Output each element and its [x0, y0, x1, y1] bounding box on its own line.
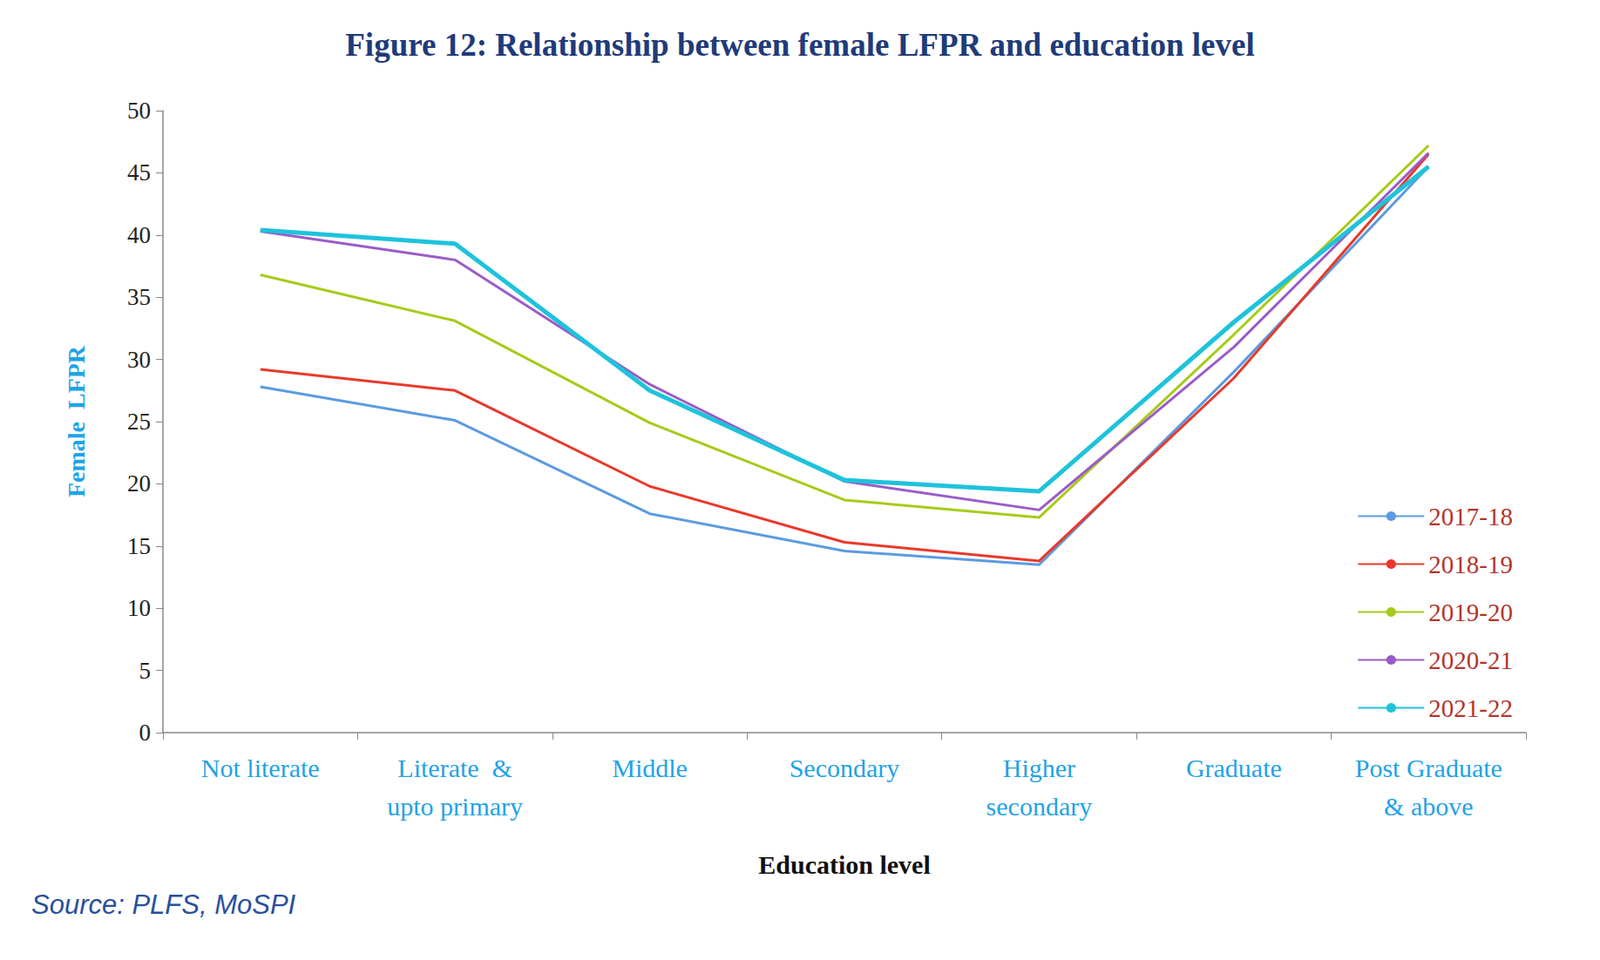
svg-text:2021-22: 2021-22: [1428, 694, 1513, 723]
svg-text:upto primary: upto primary: [386, 792, 523, 821]
svg-text:Figure 12: Relationship betwee: Figure 12: Relationship between female L…: [345, 27, 1255, 63]
svg-text:Secondary: Secondary: [789, 753, 901, 783]
svg-text:Literate &: Literate &: [397, 753, 513, 783]
svg-text:2017-18: 2017-18: [1428, 502, 1513, 531]
svg-text:5: 5: [139, 657, 152, 685]
svg-text:Education level: Education level: [758, 850, 931, 880]
svg-text:15: 15: [127, 533, 151, 560]
svg-text:Graduate: Graduate: [1186, 753, 1282, 783]
svg-text:& above: & above: [1383, 792, 1473, 821]
svg-text:30: 30: [127, 346, 151, 373]
svg-text:2019-20: 2019-20: [1428, 598, 1513, 627]
svg-text:45: 45: [127, 159, 151, 186]
svg-text:40: 40: [127, 222, 151, 249]
svg-text:20: 20: [127, 470, 151, 497]
svg-text:secondary: secondary: [986, 792, 1093, 821]
svg-text:50: 50: [127, 97, 151, 124]
svg-text:2020-21: 2020-21: [1428, 646, 1513, 675]
svg-text:2018-19: 2018-19: [1428, 550, 1513, 579]
svg-text:25: 25: [127, 408, 151, 435]
svg-text:Middle: Middle: [611, 753, 688, 783]
svg-text:Not literate: Not literate: [201, 753, 320, 783]
svg-text:Higher: Higher: [1003, 753, 1076, 783]
svg-text:10: 10: [127, 595, 151, 622]
svg-text:Post Graduate: Post Graduate: [1355, 753, 1503, 783]
svg-text:35: 35: [127, 284, 151, 311]
svg-text:0: 0: [139, 719, 152, 746]
svg-text:Source: PLFS, MoSPI: Source: PLFS, MoSPI: [31, 889, 297, 921]
svg-text:Female LFPR: Female LFPR: [62, 345, 90, 498]
